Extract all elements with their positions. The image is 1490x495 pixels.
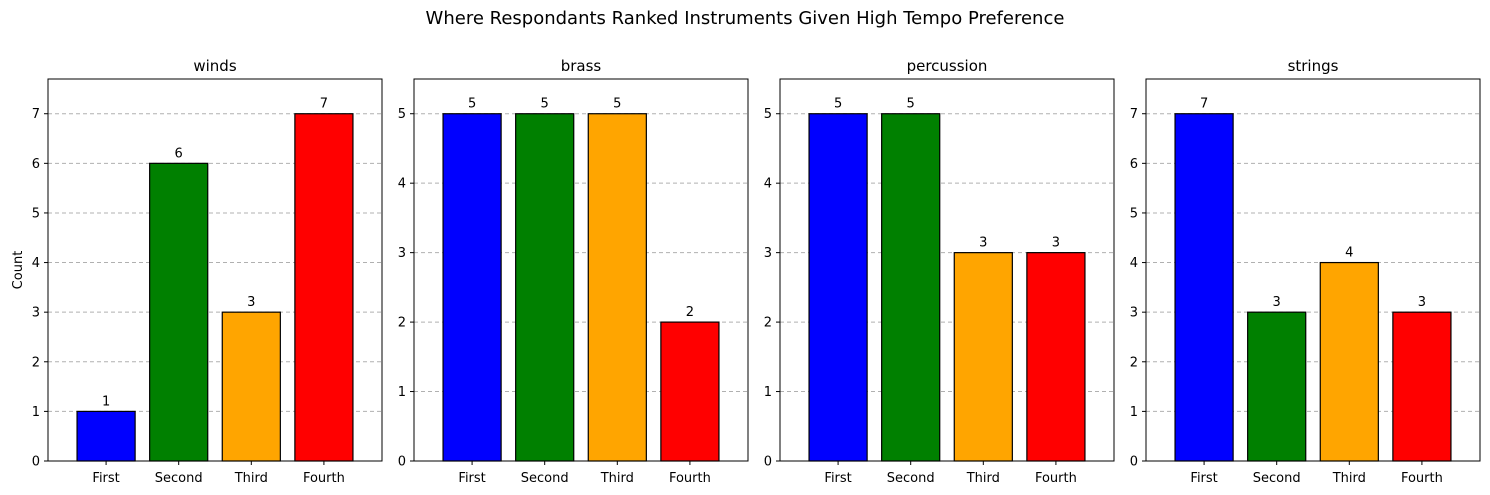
y-tick-label: 2 [764, 316, 772, 331]
bar-strings-fourth [1392, 311, 1452, 462]
data-label: 7 [320, 97, 328, 112]
bar-percussion-fourth [1026, 252, 1086, 462]
y-tick-label: 5 [32, 206, 40, 221]
x-tick-label: First [458, 471, 485, 486]
panel-title: winds [193, 57, 236, 75]
bar-winds-first [76, 410, 136, 462]
data-label: 5 [541, 97, 549, 112]
panel-title: brass [561, 57, 602, 75]
y-tick-label: 4 [398, 177, 406, 192]
y-axis-label: Count [11, 251, 26, 290]
x-tick-label: Third [1332, 471, 1366, 486]
chart-panels: 1 First 6 Second 3 Third 7 Fourth 0 1 2 3 4 5 6 7 winds C… [11, 57, 1481, 486]
y-tick-label: 2 [398, 316, 406, 331]
data-label: 3 [1273, 295, 1281, 310]
y-tick-label: 3 [398, 246, 406, 261]
y-tick-label: 1 [764, 385, 772, 400]
y-tick-label: 5 [398, 107, 406, 122]
bar-percussion-first [808, 113, 868, 462]
chart-panel-winds: 1 First 6 Second 3 Third 7 Fourth 0 1 2 3 4 5 6 7 winds C… [11, 57, 383, 486]
x-tick-label: Fourth [669, 471, 711, 486]
bar-percussion-second [881, 113, 941, 462]
y-tick-label: 2 [32, 355, 40, 370]
bar-winds-second [149, 162, 209, 462]
chart-panel-percussion: 5 First 5 Second 3 Third 3 Fourth 0 1 2 3 4 5 percussi… [764, 57, 1115, 486]
data-label: 5 [907, 97, 915, 112]
bar-winds-third [221, 311, 281, 462]
panel-title: strings [1288, 57, 1339, 75]
x-tick-label: Second [1253, 471, 1301, 486]
x-tick-label: Second [521, 471, 569, 486]
y-tick-label: 3 [32, 306, 40, 321]
bar-percussion-third [953, 252, 1013, 462]
y-tick-label: 4 [1130, 256, 1138, 271]
y-tick-label: 0 [764, 455, 772, 470]
data-label: 5 [468, 97, 476, 112]
y-tick-label: 5 [764, 107, 772, 122]
x-tick-label: Fourth [1035, 471, 1077, 486]
bar-brass-first [442, 113, 502, 462]
y-tick-label: 4 [764, 177, 772, 192]
data-label: 5 [613, 97, 621, 112]
y-tick-label: 5 [1130, 206, 1138, 221]
x-tick-label: First [92, 471, 119, 486]
bar-brass-second [515, 113, 575, 462]
data-label: 3 [979, 236, 987, 251]
y-tick-label: 2 [1130, 355, 1138, 370]
axes-frame [413, 78, 749, 462]
y-tick-label: 4 [32, 256, 40, 271]
data-label: 6 [175, 146, 183, 161]
x-tick-label: First [824, 471, 851, 486]
y-tick-label: 7 [32, 107, 40, 122]
x-tick-label: Fourth [1401, 471, 1443, 486]
data-label: 1 [102, 394, 110, 409]
bar-strings-second [1247, 311, 1307, 462]
data-label: 2 [686, 305, 694, 320]
x-tick-label: Second [155, 471, 203, 486]
data-label: 7 [1200, 97, 1208, 112]
panel-title: percussion [907, 57, 988, 75]
y-tick-label: 1 [1130, 405, 1138, 420]
y-tick-label: 6 [1130, 157, 1138, 172]
data-label: 4 [1345, 246, 1353, 261]
y-tick-label: 7 [1130, 107, 1138, 122]
bar-strings-third [1319, 261, 1379, 462]
x-tick-label: Second [887, 471, 935, 486]
data-label: 3 [1418, 295, 1426, 310]
y-tick-label: 0 [32, 455, 40, 470]
bar-strings-first [1174, 113, 1234, 462]
y-tick-label: 6 [32, 157, 40, 172]
y-tick-label: 1 [398, 385, 406, 400]
axes-frame [779, 78, 1115, 462]
y-tick-label: 0 [398, 455, 406, 470]
bar-winds-fourth [294, 113, 354, 462]
axes-frame [47, 78, 383, 462]
chart-panel-brass: 5 First 5 Second 5 Third 2 Fourth 0 1 2 3 4 5 brass [398, 57, 749, 486]
x-tick-label: Third [234, 471, 268, 486]
data-label: 3 [1052, 236, 1060, 251]
y-tick-label: 0 [1130, 455, 1138, 470]
x-tick-label: Fourth [303, 471, 345, 486]
x-tick-label: First [1190, 471, 1217, 486]
data-label: 5 [834, 97, 842, 112]
y-tick-label: 3 [764, 246, 772, 261]
x-tick-label: Third [600, 471, 634, 486]
y-tick-label: 3 [1130, 306, 1138, 321]
chart-panel-strings: 7 First 3 Second 4 Third 3 Fourth 0 1 2 3 4 5 6 7 string… [1130, 57, 1481, 486]
x-tick-label: Third [966, 471, 1000, 486]
axes-frame [1145, 78, 1481, 462]
data-label: 3 [247, 295, 255, 310]
bar-brass-third [587, 113, 647, 462]
figure-title: Where Respondants Ranked Instruments Giv… [426, 8, 1065, 29]
y-tick-label: 1 [32, 405, 40, 420]
bar-brass-fourth [660, 321, 720, 462]
